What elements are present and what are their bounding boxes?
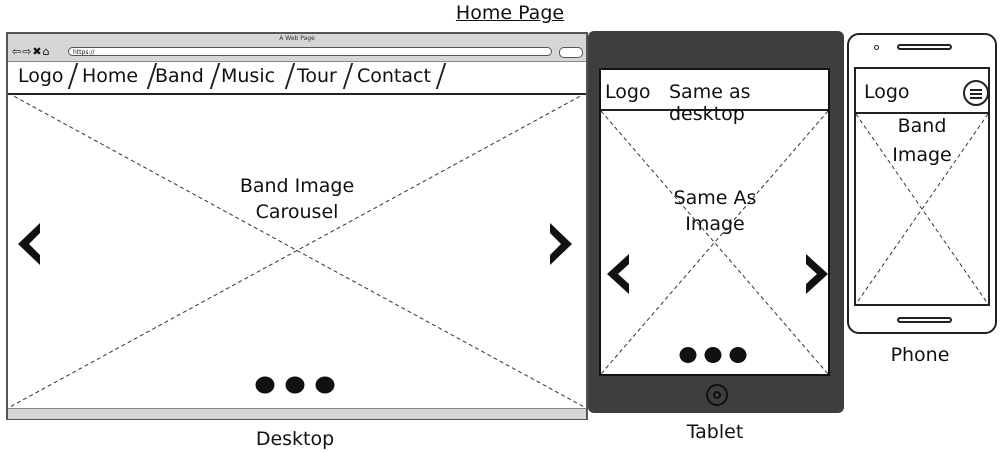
nav-divider [435, 63, 446, 89]
tablet-screen: Logo Same as desktop Same As Image [599, 68, 830, 376]
phone-speaker [897, 44, 952, 50]
nav-home[interactable]: Home [82, 65, 139, 87]
browser-title: A Web Page [8, 34, 586, 44]
phone-image-placeholder [856, 114, 988, 304]
carousel-dots[interactable] [254, 374, 340, 396]
tablet-nav-note: Same as desktop [669, 81, 751, 125]
phone-image-label: Band Image [892, 115, 952, 166]
nav-logo[interactable]: Logo [18, 65, 64, 87]
chevron-right-icon[interactable] [548, 221, 574, 267]
phone-home-bar[interactable] [897, 317, 952, 323]
search-icon[interactable] [559, 47, 583, 58]
phone-caption: Phone [890, 344, 950, 366]
phone-camera-icon [874, 45, 879, 50]
hamburger-menu-icon[interactable] [963, 80, 989, 106]
browser-status-bar [8, 408, 586, 419]
nav-contact[interactable]: Contact [357, 65, 431, 87]
home-button-icon [713, 391, 721, 399]
tablet-home-button[interactable] [706, 384, 728, 406]
phone-logo[interactable]: Logo [864, 81, 910, 103]
phone-frame: Logo Band Image [847, 33, 997, 334]
desktop-caption: Desktop [255, 428, 335, 450]
tablet-nav-bar: Logo Same as desktop [601, 76, 828, 125]
browser-nav-icons[interactable]: ⇦⇨✖⌂ [12, 45, 51, 58]
carousel-label: Band Image Carousel [239, 175, 355, 223]
chevron-left-icon[interactable] [16, 221, 42, 267]
desktop-nav-bar: Logo Home Band Music Tour Contact [8, 61, 586, 95]
carousel-image-placeholder [8, 93, 586, 408]
phone-screen: Logo Band Image [854, 67, 990, 306]
tablet-image-placeholder [601, 111, 828, 374]
nav-divider [342, 63, 353, 89]
nav-tour[interactable]: Tour [297, 65, 337, 87]
chevron-right-icon[interactable] [804, 252, 830, 296]
nav-divider [209, 63, 220, 89]
phone-nav-bar: Logo [856, 77, 989, 114]
carousel-dots[interactable] [678, 345, 750, 365]
tablet-caption: Tablet [686, 421, 744, 443]
tablet-image-label: Same As Image [673, 187, 757, 235]
page-title: Home Page [455, 2, 565, 24]
desktop-browser-frame: A Web Page ⇦⇨✖⌂ https:// Logo Home Band … [6, 32, 588, 420]
chevron-left-icon[interactable] [605, 252, 631, 296]
browser-toolbar: ⇦⇨✖⌂ https:// [8, 44, 586, 62]
nav-music[interactable]: Music [221, 65, 276, 87]
url-bar[interactable]: https:// [68, 47, 552, 56]
nav-band[interactable]: Band [155, 65, 204, 87]
nav-divider [284, 63, 295, 89]
tablet-frame: Logo Same as desktop Same As Image [588, 31, 844, 413]
tablet-logo[interactable]: Logo [605, 81, 651, 103]
nav-divider [67, 63, 78, 89]
